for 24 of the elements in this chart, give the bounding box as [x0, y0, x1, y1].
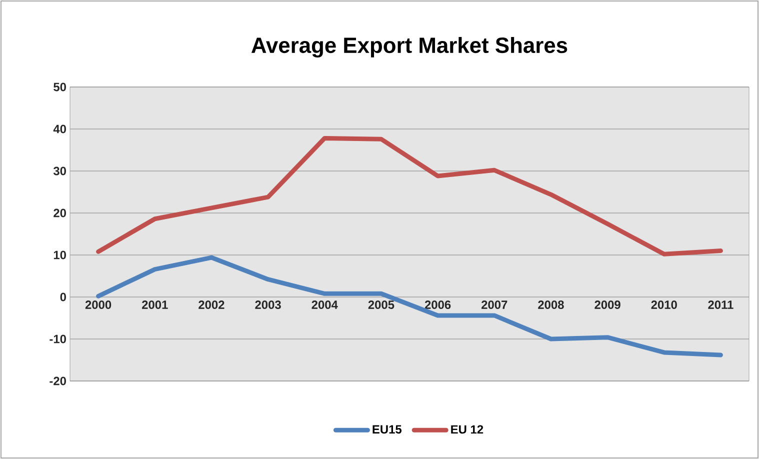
legend-label: EU 12	[451, 425, 484, 434]
y-tick-label: 20	[54, 208, 66, 218]
y-tick-label: -20	[50, 376, 66, 386]
x-tick-label: 2009	[594, 300, 620, 309]
y-tick-label: 30	[53, 166, 66, 176]
x-tick-label: 2002	[198, 300, 224, 309]
chart-title: Average Export Market Shares	[251, 36, 568, 58]
y-tick-label: -10	[50, 334, 66, 344]
line-series	[96, 136, 723, 256]
legend-label: EU15	[372, 425, 402, 434]
x-tick-label: 2000	[85, 300, 112, 309]
y-tick-label: 10	[54, 250, 66, 260]
y-tick-label: 0	[60, 292, 66, 302]
y-tick-label: 50	[54, 82, 66, 92]
y-tick-label: 40	[53, 124, 66, 134]
x-tick-label: 2004	[312, 300, 338, 309]
x-tick-label: 2005	[368, 300, 394, 309]
x-tick-label: 2011	[708, 300, 734, 309]
x-tick-label: 2006	[424, 300, 451, 309]
x-tick-label: 2008	[538, 300, 564, 309]
x-tick-label: 2010	[651, 300, 677, 309]
x-tick-label: 2007	[482, 300, 508, 309]
x-tick-label: 2001	[142, 300, 168, 309]
x-tick-label: 2003	[255, 300, 281, 310]
